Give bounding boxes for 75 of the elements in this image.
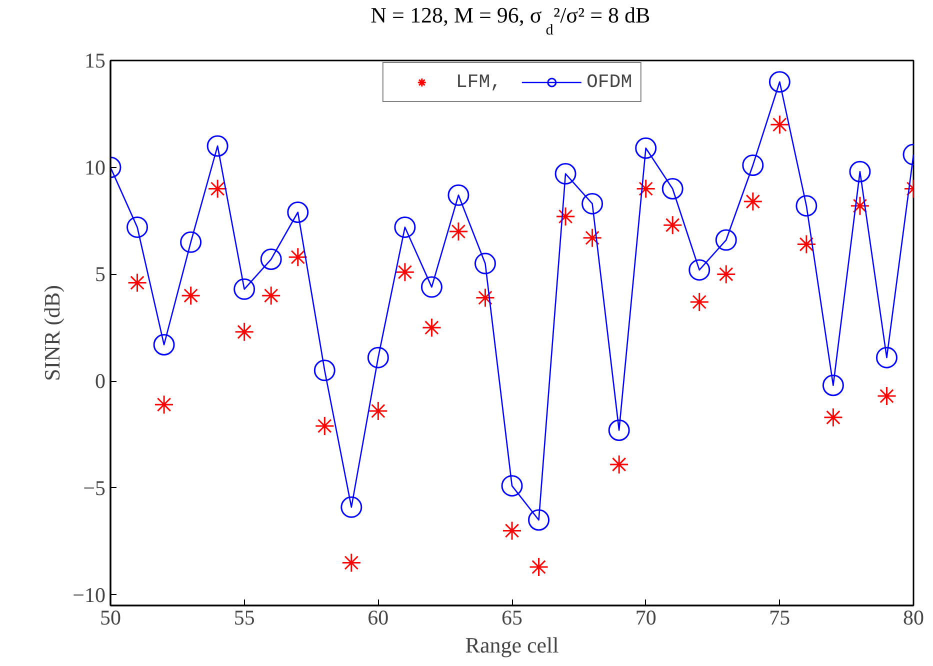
point [448,222,468,242]
point [554,163,576,185]
x-tick-label: 70 [635,606,656,630]
point [850,196,870,216]
x-tick-label: 60 [368,606,389,630]
point [635,137,657,159]
point [260,248,282,270]
point [823,408,843,428]
point [876,346,898,368]
point [314,416,334,436]
point [474,252,496,274]
point [448,184,470,206]
y-tick-label: −10 [72,582,106,607]
point [287,202,309,223]
point [180,231,202,253]
point [528,509,550,531]
y-tick-label: 0 [95,369,106,394]
point [420,276,442,298]
point [475,288,495,308]
point [716,264,736,284]
point [796,234,816,254]
x-tick-label: 50 [100,606,121,630]
point [502,520,522,540]
point [153,334,175,356]
point [688,259,710,281]
point [582,228,602,248]
point [394,216,416,238]
y-tick-label: 15 [84,48,106,72]
point [234,322,254,342]
point [796,195,818,217]
point [715,229,737,251]
point [208,178,228,198]
point [368,401,388,421]
point [126,216,148,238]
point [261,286,281,306]
legend-label: OFDM [586,71,632,93]
point [822,374,844,396]
point [501,475,523,497]
point [154,394,174,414]
point [314,360,336,382]
x-tick-label: 55 [234,606,255,630]
point [422,318,442,338]
point [340,496,362,518]
x-tick-label: 65 [502,606,522,630]
point [342,553,362,573]
y-tick-label: −5 [83,476,106,500]
point [206,135,228,157]
point [770,114,790,134]
point [128,273,148,293]
point [636,178,656,198]
point [742,154,764,176]
point [768,71,790,93]
point [876,386,896,406]
x-tick-label: 75 [769,606,790,630]
point [662,215,682,235]
x-axis-title: Range cell [465,632,559,658]
point [367,346,389,368]
point [395,262,415,282]
point [181,286,201,306]
point [609,454,629,474]
x-tick-label: 80 [903,606,924,630]
point [288,247,308,267]
y-axis-title: SINR (dB) [40,285,65,381]
y-tick-label: 10 [84,155,106,180]
point [849,160,871,182]
point [743,192,763,212]
legend-label: LFM, [456,71,502,93]
point [234,278,256,300]
point [582,192,604,214]
y-tick-label: 5 [95,262,106,286]
point [662,178,684,200]
point [556,206,576,226]
point [608,420,630,441]
point [529,557,549,577]
point [690,292,710,312]
